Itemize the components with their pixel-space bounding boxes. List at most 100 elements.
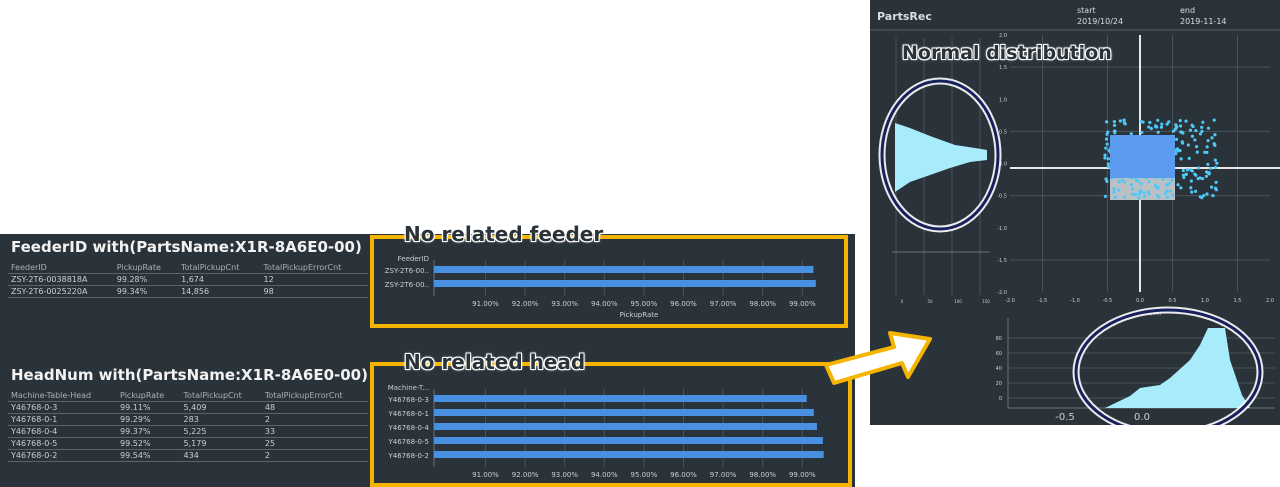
scatter-point [1105, 142, 1109, 146]
bar [434, 409, 814, 416]
table-row[interactable]: Y46768-0-5 99.52% 5,179 25 [8, 437, 368, 450]
scatter-point [1107, 148, 1111, 152]
scatter-point [1106, 157, 1110, 161]
table-cell: 5,225 [180, 425, 262, 438]
scatter-cluster [1110, 135, 1175, 178]
x-tick-label: -0.5 [1103, 298, 1113, 304]
x-tick-label: 0.5 [1169, 298, 1177, 304]
scatter-point [1204, 174, 1209, 178]
scatter-point [1103, 156, 1107, 160]
scatter-point [1105, 132, 1109, 136]
column-header[interactable]: TotalPickupErrorCnt [260, 262, 368, 274]
hist-tick-label: 50 [927, 299, 933, 304]
table-cell: Y46768-0-1 [8, 413, 118, 426]
head-chart-highlight [370, 362, 852, 487]
x-tick-label: -2.0 [1005, 298, 1015, 304]
scatter-point [1168, 189, 1173, 193]
scatter-point [1112, 190, 1116, 194]
scatter-point [1129, 183, 1134, 187]
scatter-point [1214, 180, 1218, 184]
column-header[interactable]: TotalPickupErrorCnt [261, 390, 368, 402]
scatter-point [1189, 186, 1193, 190]
table-header-row: Machine-Table-Head PickupRate TotalPickupC… [8, 390, 368, 402]
table-cell: 99.29% [117, 413, 181, 426]
column-header[interactable]: FeederID [8, 262, 114, 274]
x-tick-label: 99.00% [789, 300, 816, 308]
x-tick-label: 91.00% [472, 471, 499, 479]
column-header[interactable]: Machine-Table-Head [8, 390, 118, 402]
scatter-point [1180, 141, 1185, 145]
table-row[interactable]: Y46768-0-2 99.54% 434 2 [8, 449, 368, 462]
scatter-point [1175, 137, 1179, 141]
bar [434, 280, 816, 287]
x-tick-label: 95.00% [631, 471, 658, 479]
feeder-title: FeederID with(PartsName:X1R-8A6E0-00) [11, 238, 362, 256]
column-header[interactable]: PickupRate [113, 262, 179, 274]
x-tick-label: 98.00% [749, 471, 776, 479]
scatter-point [1213, 165, 1218, 170]
scatter-point [1171, 193, 1175, 197]
y-tick-label: -2.0 [997, 290, 1007, 296]
y-tick-label: Y46768-0-1 [387, 410, 429, 418]
arrow-icon [824, 331, 932, 385]
scatter-point [1181, 131, 1185, 135]
column-header[interactable]: TotalPickupCnt [180, 390, 262, 402]
hist-y-tick: 60 [996, 351, 1002, 357]
y-tick-label: -1.5 [997, 258, 1007, 264]
head-bar-chart: Machine-T... 91.00% 92.00% 93.00% 94.00% 95.0… [387, 384, 824, 479]
start-value: 2019/10/24 [1077, 17, 1124, 26]
scatter-point [1191, 124, 1195, 129]
bar [434, 437, 823, 444]
hist-x-tick: 0.0 [1134, 412, 1150, 423]
scatter-point [1202, 193, 1206, 198]
scatter-point [1134, 193, 1138, 197]
x-tick-label: 92.00% [512, 471, 539, 479]
scatter-point [1186, 143, 1190, 147]
table-cell: 14,856 [178, 285, 261, 298]
feeder-head-panel: FeederID with(PartsName:X1R-8A6E0-00) Fe… [0, 234, 855, 487]
column-header[interactable]: TotalPickupCnt [178, 262, 261, 274]
table-row[interactable]: ZSY-2T6-0038818A 99.28% 1,674 12 [8, 273, 368, 286]
scatter-point [1139, 190, 1143, 194]
scatter-point [1179, 157, 1183, 161]
scatter-point [1207, 172, 1211, 176]
table-cell: ZSY-2T6-0025220A [8, 285, 114, 298]
scatter-point [1122, 121, 1126, 125]
scatter-point [1203, 150, 1207, 154]
scatter-point [1104, 137, 1109, 141]
scatter-point [1139, 182, 1143, 186]
scatter-point [1170, 178, 1174, 182]
scatter-point [1129, 132, 1133, 136]
y-tick-label: Y46768-0-2 [387, 452, 429, 460]
callout-no-related-head: No related head [404, 350, 586, 374]
table-row[interactable]: Y46768-0-1 99.29% 283 2 [8, 413, 368, 426]
scatter-point [1193, 138, 1197, 142]
scatter-point [1214, 188, 1218, 192]
scatter-point [1174, 123, 1178, 127]
scatter-point [1188, 128, 1193, 132]
table-cell: 5,179 [180, 437, 262, 450]
scatter-point [1157, 195, 1161, 199]
scatter-point [1200, 125, 1204, 129]
x-tick-label: -1.5 [1038, 298, 1048, 304]
scatter-point [1196, 176, 1200, 181]
bar [434, 423, 817, 430]
table-cell: Y46768-0-2 [8, 449, 118, 462]
x-tick-label: 94.00% [591, 471, 618, 479]
y-tick-label: Y46768-0-3 [387, 396, 429, 404]
table-row[interactable]: Y46768-0-4 99.37% 5,225 33 [8, 425, 368, 438]
scatter-point [1164, 191, 1168, 196]
scatter-point [1212, 142, 1216, 146]
column-header[interactable]: PickupRate [117, 390, 181, 402]
scatter-point [1173, 127, 1177, 131]
highlight-ellipse [880, 79, 1000, 231]
end-value: 2019-11-14 [1180, 17, 1227, 26]
table-row[interactable]: Y46768-0-3 99.11% 5,409 48 [8, 401, 368, 414]
scatter-point [1201, 120, 1205, 124]
scatter-point [1117, 180, 1121, 184]
table-cell: 434 [180, 449, 262, 462]
x-tick-label: 91.00% [472, 300, 499, 308]
scatter-point [1112, 120, 1117, 124]
x-tick-label: 98.00% [749, 300, 776, 308]
table-row[interactable]: ZSY-2T6-0025220A 99.34% 14,856 98 [8, 285, 368, 298]
